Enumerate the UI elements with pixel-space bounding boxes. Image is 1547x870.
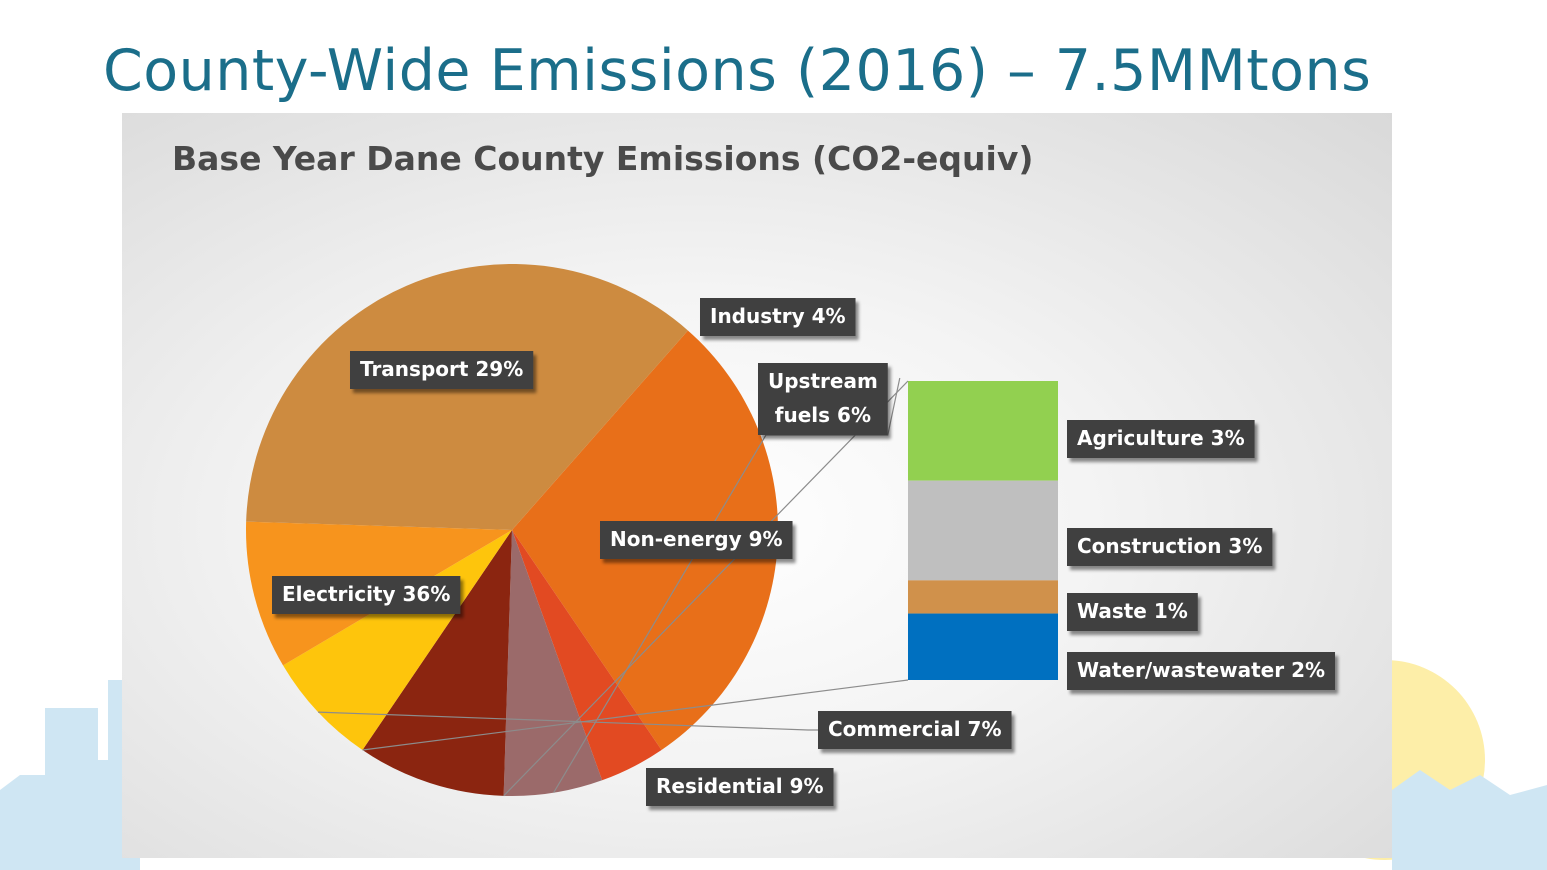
data-label-commercial-7-text: Commercial 7% [828, 717, 1002, 741]
data-label-upstream-fuels-6-box [758, 363, 888, 435]
pie-slice-non-energy-9 [362, 530, 512, 796]
data-label-non-energy-9: Non-energy 9% [600, 521, 793, 559]
data-label-commercial-7-box [818, 711, 1012, 749]
breakdown-bar [908, 381, 1058, 680]
chart-title: Base Year Dane County Emissions (CO2-equ… [172, 139, 1033, 178]
data-label-waste-1-text: Waste 1% [1077, 599, 1188, 623]
left-skyline-shape [0, 680, 140, 870]
data-label-transport-29: Transport 29% [350, 351, 534, 389]
connector-line-bottom [362, 679, 909, 751]
data-label-construction-3-text: Construction 3% [1077, 534, 1262, 558]
data-label-water-wastewater-2: Water/wastewater 2% [1067, 652, 1336, 690]
bar-segment-agriculture-3 [908, 381, 1058, 481]
pie-slice-industry-4 [512, 530, 662, 781]
data-label-electricity-36-box [272, 576, 461, 614]
data-label-industry-4-text: Industry 4% [710, 304, 846, 328]
data-label-industry-4: Industry 4% [700, 298, 856, 336]
data-label-water-wastewater-2-box [1067, 652, 1336, 690]
bar-segment-water-wastewater-2 [908, 613, 1058, 680]
right-skyline-shape [1392, 770, 1547, 870]
data-label-water-wastewater-2-text: Water/wastewater 2% [1077, 658, 1325, 682]
data-label-residential-9: Residential 9% [646, 768, 834, 806]
data-label-electricity-36: Electricity 36% [272, 576, 461, 614]
data-label-upstream-fuels-6-text: Upstream [768, 369, 878, 393]
slide-title: County-Wide Emissions (2016) – 7.5MMtons [103, 38, 1372, 104]
data-label-upstream-fuels-6-text: fuels 6% [775, 403, 871, 427]
bar-segment-construction-3 [908, 480, 1058, 581]
leader-line-commercial-7 [318, 711, 818, 731]
pie-slice-upstream-fuels-6 [503, 530, 603, 797]
data-label-commercial-7: Commercial 7% [818, 711, 1012, 749]
data-labels: Transport 29% Industry 4% Upstream fuels 6%… [272, 298, 1336, 806]
chart-panel: Base Year Dane County Emissions (CO2-equ… [122, 113, 1392, 858]
data-label-non-energy-9-box [600, 521, 793, 559]
data-label-agriculture-3: Agriculture 3% [1067, 420, 1255, 458]
data-label-electricity-36-text: Electricity 36% [282, 582, 450, 606]
data-label-industry-4-box [700, 298, 856, 336]
data-label-waste-1-box [1067, 593, 1198, 631]
pie-slice-electricity-36 [246, 264, 688, 530]
data-label-construction-3-box [1067, 528, 1273, 566]
data-label-agriculture-3-box [1067, 420, 1255, 458]
data-label-transport-29-text: Transport 29% [360, 357, 523, 381]
data-label-residential-9-text: Residential 9% [656, 774, 824, 798]
data-label-construction-3: Construction 3% [1067, 528, 1273, 566]
data-label-transport-29-box [350, 351, 534, 389]
data-label-non-energy-9-text: Non-energy 9% [610, 527, 783, 551]
data-label-waste-1: Waste 1% [1067, 593, 1198, 631]
connector-lines [318, 377, 909, 797]
data-label-upstream-fuels-6: Upstream fuels 6% [758, 363, 888, 435]
connector-line-top [503, 380, 909, 797]
data-label-agriculture-3-text: Agriculture 3% [1077, 426, 1245, 450]
data-label-residential-9-box [646, 768, 834, 806]
bar-segment-waste-1 [908, 580, 1058, 614]
pie-chart: Base Year Dane County Emissions (CO2-equ… [172, 139, 1336, 806]
